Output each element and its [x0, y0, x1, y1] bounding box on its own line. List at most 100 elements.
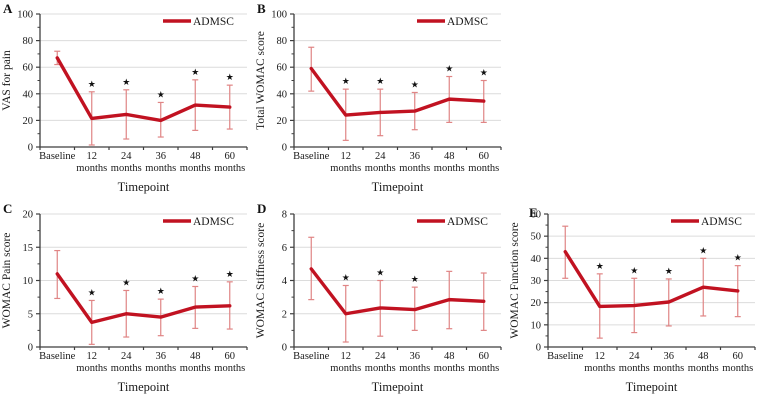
panel-letter-b: B	[257, 1, 267, 16]
x-tick-label: 36	[156, 351, 167, 362]
significance-asterisk: ★	[699, 245, 707, 255]
y-axis-title: WOMAC Stiffness score	[255, 223, 267, 338]
x-axis-title: Timepoint	[118, 180, 170, 194]
x-tick-label: months	[330, 163, 361, 174]
legend-label: ADMSC	[193, 216, 234, 228]
significance-asterisk: ★	[596, 261, 604, 271]
x-tick-label: months	[180, 163, 211, 174]
data-line-admsc	[309, 66, 486, 117]
chart-panel-b-total-womac: B 0 20 40 60 80 100 Baseline 12 months 24 months 36…	[254, 0, 508, 200]
significance-asterisk: ★	[342, 272, 350, 282]
x-tick-label: months	[399, 163, 430, 174]
x-tick-label: months	[468, 363, 499, 374]
x-tick-label: months	[330, 363, 361, 374]
y-tick-label: 0	[28, 143, 33, 154]
x-tick-label: months	[145, 163, 176, 174]
y-tick-label: 15	[23, 243, 34, 254]
legend-label: ADMSC	[447, 216, 488, 228]
significance-asterisk: ★	[342, 76, 350, 86]
x-tick-label: months	[111, 363, 142, 374]
panel-letter-e: E	[529, 205, 539, 220]
y-axis-title: VAS for pain	[1, 50, 13, 111]
x-tick-label: months	[365, 363, 396, 374]
significance-asterisk: ★	[122, 277, 130, 287]
legend-label: ADMSC	[701, 216, 742, 228]
y-tick-label: 80	[277, 36, 288, 47]
x-axis-title: Timepoint	[626, 380, 678, 394]
panel-letter-d: D	[257, 201, 267, 216]
x-tick-label: 48	[190, 151, 201, 162]
x-tick-label: months	[111, 163, 142, 174]
x-tick-label: 12	[87, 351, 98, 362]
y-axis-title: Total WOMAC score	[255, 31, 267, 130]
legend-label: ADMSC	[193, 16, 234, 28]
y-tick-label: 20	[23, 210, 34, 221]
legend-label: ADMSC	[447, 16, 488, 28]
significance-asterisk: ★	[376, 268, 384, 278]
x-axis-title: Timepoint	[372, 380, 424, 394]
x-axis-title: Timepoint	[372, 180, 424, 194]
empty-cell-top-right	[508, 0, 761, 200]
x-tick-label: 12	[87, 151, 98, 162]
x-tick-label: months	[434, 363, 465, 374]
x-tick-label: Baseline	[547, 351, 583, 362]
significance-asterisk: ★	[226, 269, 234, 279]
x-tick-label: months	[145, 363, 176, 374]
x-tick-label: 48	[190, 351, 201, 362]
significance-asterisk: ★	[122, 77, 130, 87]
y-tick-label: 40	[277, 89, 288, 100]
x-tick-label: Baseline	[39, 351, 75, 362]
y-tick-label: 4	[282, 276, 288, 287]
x-tick-label: 12	[341, 351, 352, 362]
x-tick-label: months	[399, 363, 430, 374]
y-tick-label: 20	[531, 298, 542, 309]
significance-asterisk: ★	[480, 68, 488, 78]
panel-letter-a: A	[3, 1, 13, 16]
x-tick-label: months	[434, 163, 465, 174]
y-tick-label: 10	[531, 320, 542, 331]
x-tick-label: months	[468, 163, 499, 174]
x-tick-label: 36	[156, 151, 167, 162]
x-tick-label: months	[76, 163, 107, 174]
significance-asterisk: ★	[191, 67, 199, 77]
x-tick-label: Baseline	[39, 151, 75, 162]
x-tick-label: 24	[375, 151, 386, 162]
x-tick-label: months	[180, 363, 211, 374]
x-tick-label: 36	[410, 151, 421, 162]
y-tick-label: 30	[531, 276, 542, 287]
y-tick-label: 100	[17, 10, 33, 21]
y-tick-label: 5	[28, 309, 33, 320]
y-tick-label: 2	[282, 309, 287, 320]
y-tick-label: 100	[271, 10, 287, 21]
y-tick-label: 8	[282, 210, 287, 221]
x-tick-label: 48	[698, 351, 709, 362]
x-tick-label: 60	[733, 351, 744, 362]
significance-asterisk: ★	[191, 273, 199, 283]
x-tick-label: 60	[479, 351, 490, 362]
y-tick-label: 6	[282, 243, 287, 254]
significance-asterisk: ★	[88, 287, 96, 297]
y-axis-title: WOMAC Pain score	[1, 233, 13, 329]
significance-asterisk: ★	[157, 89, 165, 99]
x-tick-label: Baseline	[293, 151, 329, 162]
x-tick-label: months	[653, 363, 684, 374]
x-tick-label: 48	[444, 351, 455, 362]
data-line-admsc	[55, 56, 232, 123]
x-tick-label: months	[584, 363, 615, 374]
x-tick-label: months	[722, 363, 753, 374]
y-tick-label: 60	[531, 210, 542, 221]
x-tick-label: months	[688, 363, 719, 374]
x-tick-label: 36	[664, 351, 675, 362]
panel-letter-c: C	[3, 201, 13, 216]
y-tick-label: 10	[23, 276, 34, 287]
y-tick-label: 80	[23, 36, 34, 47]
x-tick-label: 60	[479, 151, 490, 162]
x-tick-label: 24	[121, 151, 132, 162]
data-line-admsc	[309, 267, 486, 316]
significance-asterisk: ★	[630, 265, 638, 275]
